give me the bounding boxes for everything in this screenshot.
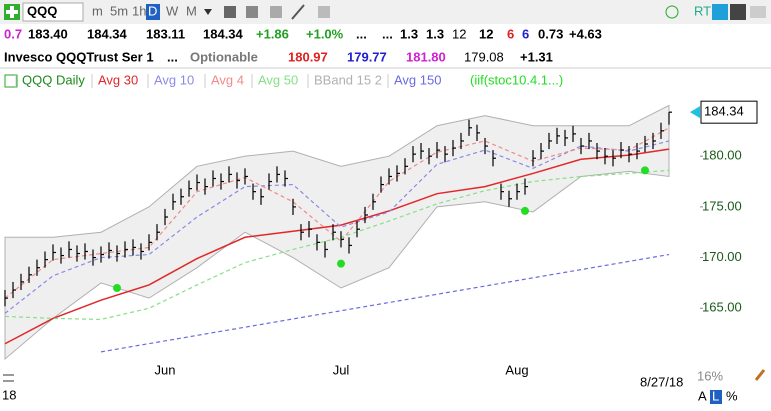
interval[interactable]: m bbox=[92, 3, 103, 18]
signal-dot bbox=[521, 206, 529, 215]
moving-average bbox=[100, 253, 670, 353]
legend-entry[interactable]: (iif(stoc10.4.1...) bbox=[470, 72, 563, 87]
interval[interactable]: 1h bbox=[132, 3, 146, 18]
last-price-box bbox=[700, 100, 758, 124]
quote-info: 181.80 bbox=[406, 49, 446, 64]
realtime: RT bbox=[694, 3, 711, 18]
quote-value: +4.63 bbox=[569, 26, 602, 41]
interval[interactable]: M bbox=[186, 3, 197, 18]
add-icon bbox=[6, 10, 18, 14]
date-label: 8/27/18 bbox=[640, 374, 683, 389]
quote-value: 184.34 bbox=[87, 26, 128, 41]
y-tick-label: 165.00 bbox=[702, 300, 742, 315]
moving-average bbox=[4, 148, 670, 345]
dropdown-arrow[interactable] bbox=[204, 9, 212, 15]
quote-info: Optionable bbox=[190, 49, 258, 64]
quote-info: ... bbox=[167, 49, 178, 64]
quote-value: 1.3 bbox=[426, 26, 444, 41]
legend-entry[interactable]: Avg 150 bbox=[394, 72, 441, 87]
x-tick-label: Jul bbox=[333, 362, 350, 377]
quote-value: ... bbox=[382, 26, 393, 41]
quote-value: +1.0% bbox=[306, 26, 344, 41]
tv-icon[interactable] bbox=[730, 4, 746, 20]
chart-icon[interactable] bbox=[318, 6, 330, 18]
refresh-icon[interactable] bbox=[0, 370, 18, 384]
s-icon[interactable] bbox=[712, 4, 728, 20]
quote-info: +1.31 bbox=[520, 49, 553, 64]
symbol-input[interactable] bbox=[22, 2, 84, 22]
quote-value: 0.73 bbox=[538, 26, 563, 41]
quote-value: 183.40 bbox=[28, 26, 68, 41]
y-tick-label: 175.00 bbox=[702, 198, 742, 213]
log-button[interactable] bbox=[710, 390, 722, 404]
footer-button[interactable]: % bbox=[726, 388, 738, 403]
quote-value: 12 bbox=[479, 26, 493, 41]
bollinger-band bbox=[4, 104, 670, 361]
quote-info: 179.08 bbox=[464, 49, 504, 64]
last-price-marker bbox=[690, 106, 700, 119]
legend-entry[interactable]: Avg 50 bbox=[258, 72, 298, 87]
quote-info: Invesco QQQTrust Ser 1 bbox=[4, 49, 154, 64]
quote-value: 6 bbox=[507, 26, 514, 41]
window-icon[interactable] bbox=[750, 6, 766, 18]
quote-value: 6 bbox=[522, 26, 529, 41]
interval[interactable]: W bbox=[166, 3, 179, 18]
x-tick-label: Aug bbox=[505, 362, 528, 377]
x-tick-label: Jun bbox=[155, 362, 176, 377]
toolbar-bg bbox=[0, 0, 771, 24]
quote-value: +1.86 bbox=[256, 26, 289, 41]
chart-icon bbox=[4, 74, 18, 88]
legend-entry[interactable]: BBand 15 2 bbox=[314, 72, 382, 87]
quote-value: 1.3 bbox=[400, 26, 418, 41]
footer-button[interactable]: A bbox=[698, 388, 707, 403]
zoom-level: 16% bbox=[697, 368, 723, 383]
text-icon[interactable] bbox=[270, 6, 282, 18]
quote-value: 183.11 bbox=[146, 26, 185, 41]
legend-entry[interactable]: Avg 30 bbox=[98, 72, 138, 87]
quote-info: 180.97 bbox=[288, 49, 328, 64]
legend-entry[interactable]: QQQ Daily bbox=[22, 72, 85, 87]
y-tick-label: 180.00 bbox=[702, 148, 742, 163]
quote-value: 184.34 bbox=[203, 26, 244, 41]
legend-entry[interactable]: Avg 4 bbox=[211, 72, 244, 87]
quote-value: 12 bbox=[452, 26, 466, 41]
quote-value: ... bbox=[356, 26, 367, 41]
signal-dot bbox=[641, 166, 649, 175]
legend-entry[interactable]: Avg 10 bbox=[154, 72, 194, 87]
symbol: QQQ bbox=[27, 3, 57, 18]
signal-dot bbox=[113, 283, 121, 292]
quote-info: 179.77 bbox=[347, 49, 387, 64]
interval-selected bbox=[146, 4, 160, 20]
last-price-label: 184.34 bbox=[704, 104, 744, 119]
add-study-icon[interactable] bbox=[665, 5, 679, 19]
pencil-icon[interactable] bbox=[291, 4, 305, 20]
pen-icon[interactable] bbox=[754, 369, 766, 381]
signal-dot bbox=[337, 259, 345, 268]
footer-button[interactable]: L bbox=[712, 388, 719, 403]
bars-icon[interactable] bbox=[224, 6, 236, 18]
refresh-icon[interactable] bbox=[3, 374, 14, 382]
interval[interactable]: 5m bbox=[110, 3, 128, 18]
interval[interactable]: D bbox=[148, 3, 157, 18]
y-tick-label: 170.00 bbox=[702, 249, 742, 264]
quote-value: 0.7 bbox=[4, 26, 22, 41]
footer-year: 18 bbox=[2, 387, 16, 402]
grid-icon[interactable] bbox=[246, 6, 258, 18]
